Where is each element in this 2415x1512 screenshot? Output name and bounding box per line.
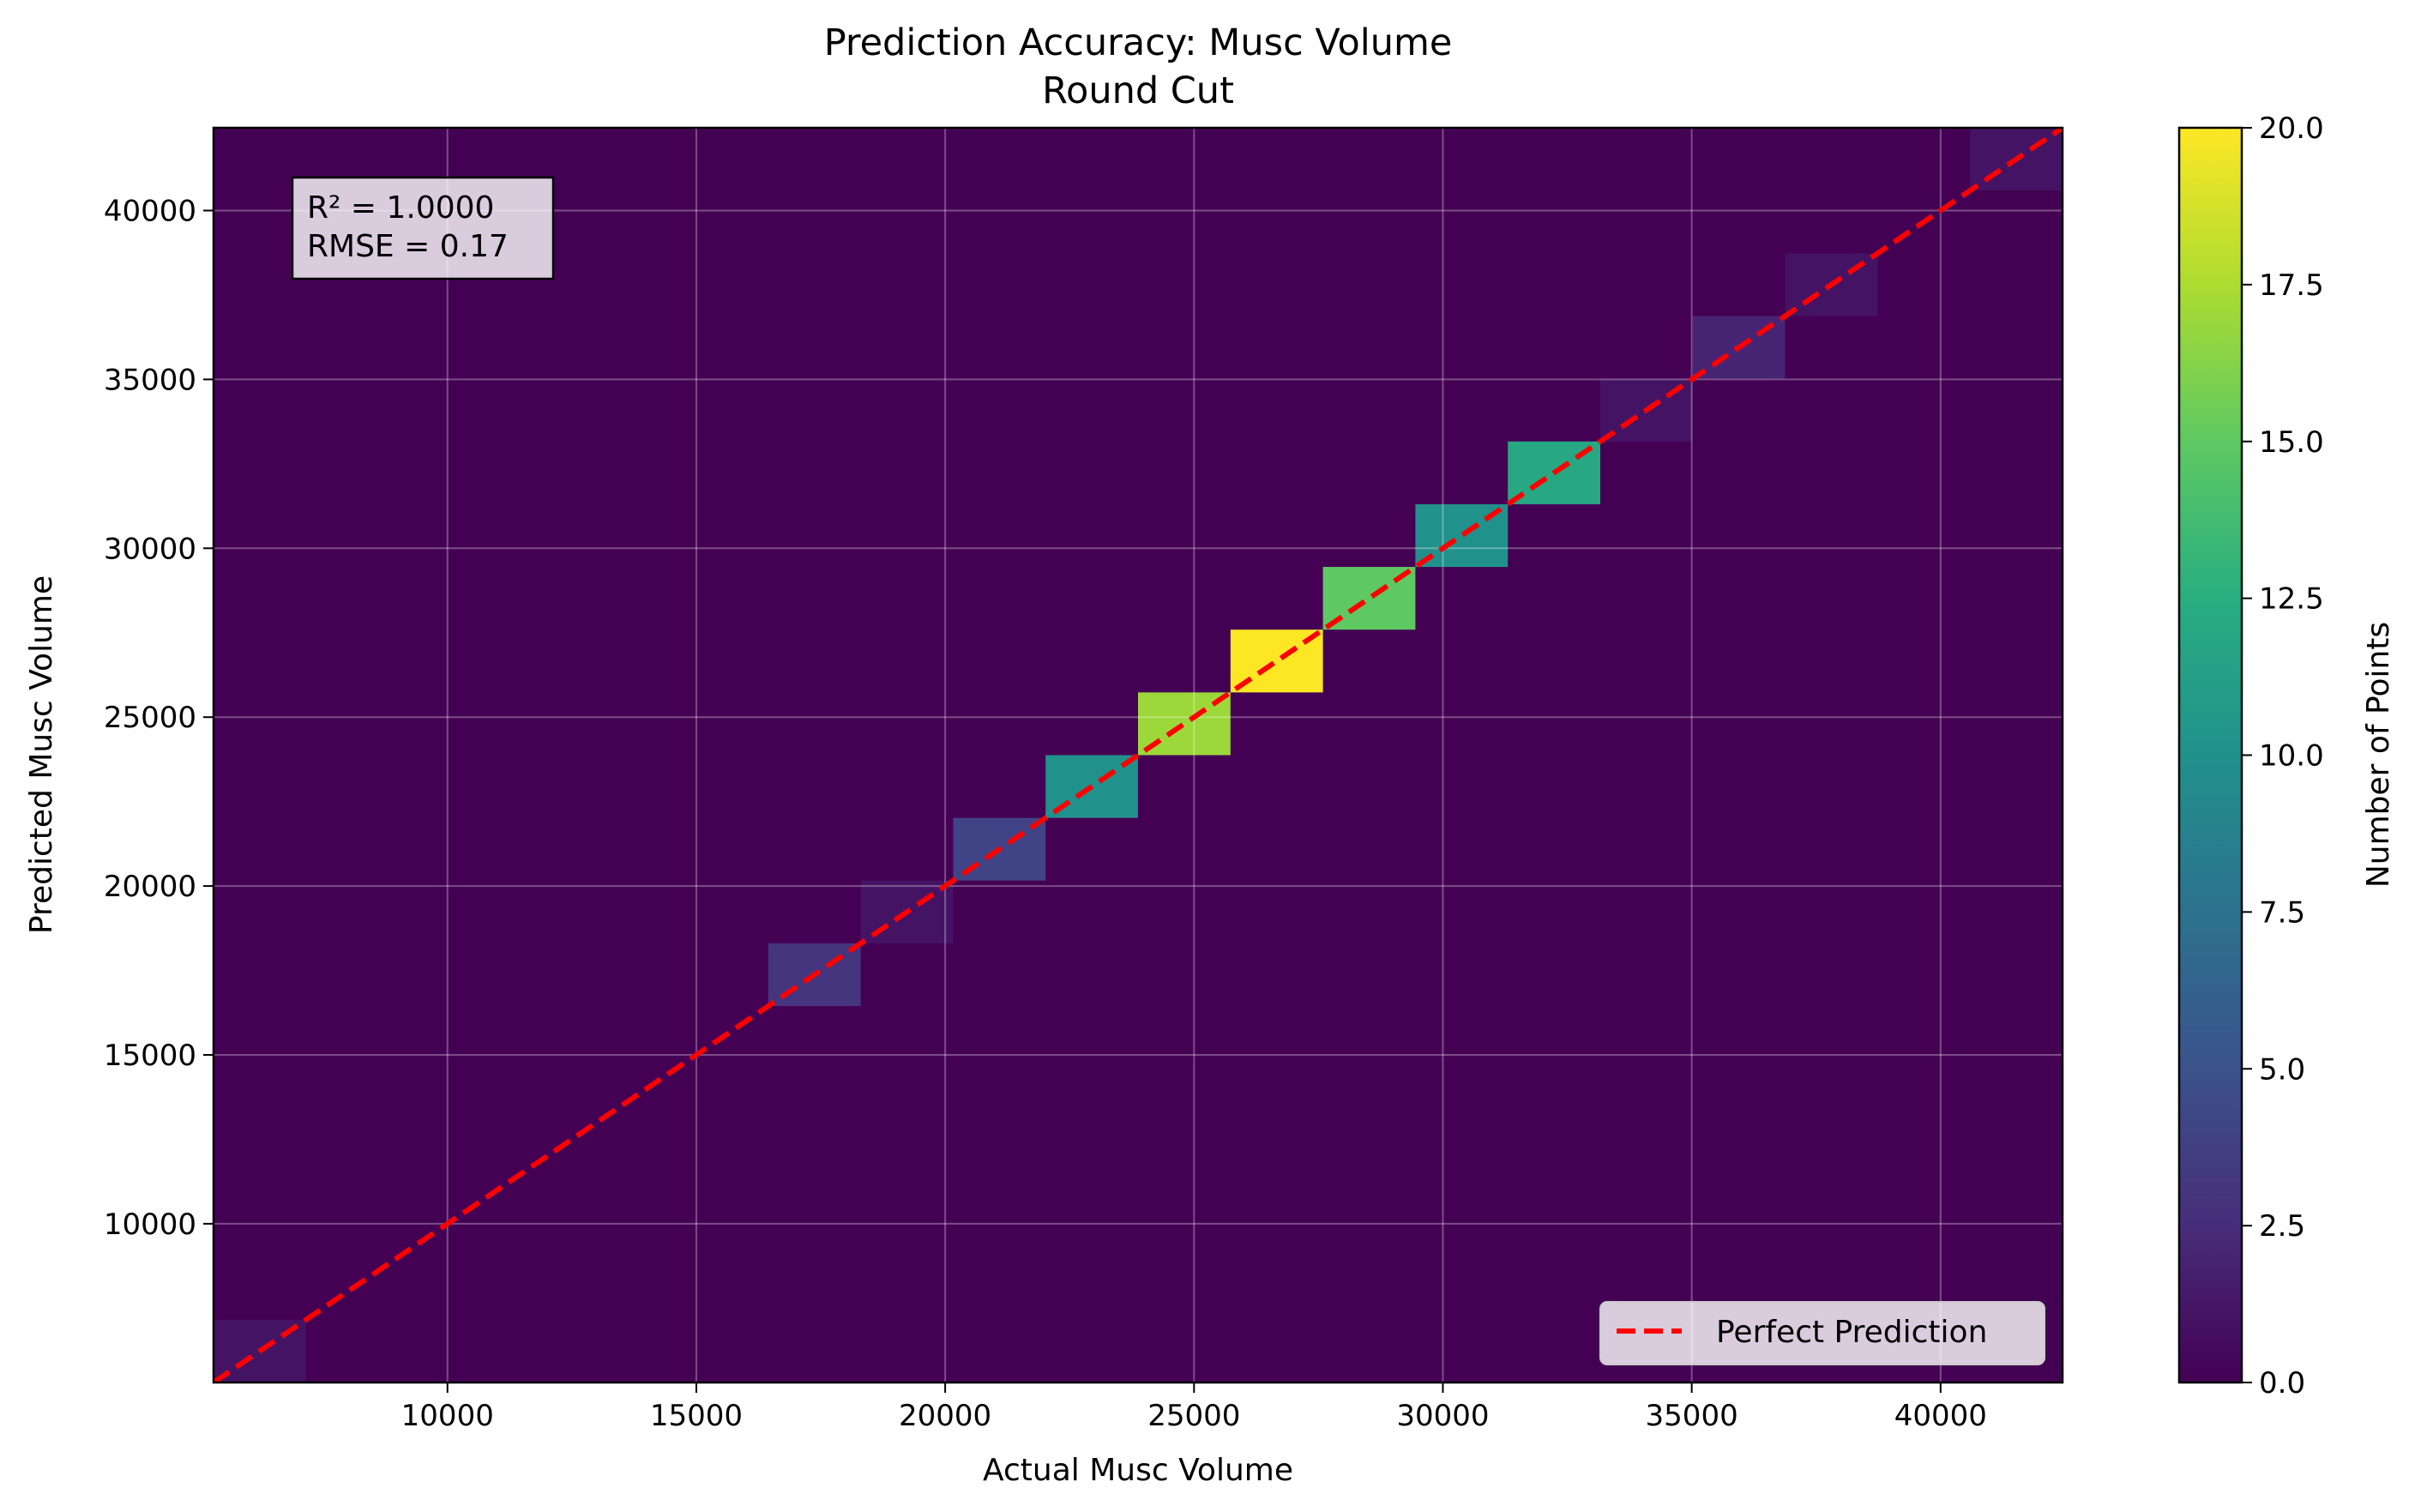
perfect-prediction-line (214, 128, 2063, 1382)
colorbar-tick-label: 2.5 (2259, 1209, 2305, 1244)
y-tick-label: 30000 (104, 532, 196, 566)
colorbar (2177, 126, 2243, 1384)
x-tick-label: 20000 (899, 1399, 991, 1433)
y-axis-ticks: 10000 15000 20000 25000 30000 35000 40000 (104, 194, 214, 1242)
legend: Perfect Prediction (1599, 1301, 2045, 1365)
x-tick-label: 40000 (1894, 1399, 1987, 1433)
stats-box-background (291, 176, 555, 280)
y-tick-label: 10000 (104, 1208, 196, 1242)
x-tick-label: 35000 (1646, 1399, 1738, 1433)
plot-frame (212, 126, 2064, 1384)
y-tick-label: 15000 (104, 1039, 196, 1073)
y-tick-label: 25000 (104, 701, 196, 735)
colorbar-tick-label: 12.5 (2259, 582, 2324, 617)
x-tick-label: 30000 (1396, 1399, 1489, 1433)
colorbar-tick-label: 10.0 (2259, 739, 2324, 774)
stats-rmse: RMSE = 0.17 (307, 229, 509, 264)
x-axis-label: Actual Musc Volume (983, 1453, 1293, 1488)
legend-background (1599, 1301, 2045, 1365)
grid-lines (214, 128, 2063, 1382)
chart-subtitle: Round Cut (1042, 69, 1234, 112)
y-tick-label: 40000 (104, 194, 196, 228)
colorbar-tick-label: 5.0 (2259, 1052, 2305, 1087)
colorbar-tick-label: 20.0 (2259, 111, 2324, 146)
colorbar-tick-label: 0.0 (2259, 1366, 2305, 1401)
x-axis-ticks: 10000 15000 20000 25000 30000 35000 40000 (401, 1382, 1987, 1433)
stats-r2: R² = 1.0000 (307, 190, 494, 226)
chart-title: Prediction Accuracy: Musc Volume (824, 21, 1453, 64)
y-tick-label: 35000 (104, 363, 196, 397)
x-tick-label: 25000 (1147, 1399, 1240, 1433)
reference-line-group (214, 128, 2063, 1382)
colorbar-tick-label: 7.5 (2259, 895, 2305, 930)
stats-box: R² = 1.0000 RMSE = 0.17 (291, 176, 555, 280)
x-tick-label: 10000 (401, 1399, 494, 1433)
colorbar-tick-label: 17.5 (2259, 268, 2324, 303)
colorbar-ticks: 0.0 2.5 5.0 7.5 10.0 12.5 15.0 17.5 20.0 (2242, 111, 2324, 1401)
x-tick-label: 15000 (650, 1399, 743, 1433)
colorbar-label: Number of Points (2361, 622, 2396, 888)
y-tick-label: 20000 (104, 870, 196, 904)
y-axis-label: Predicted Musc Volume (24, 575, 59, 934)
colorbar-tick-label: 15.0 (2259, 425, 2324, 460)
legend-label-perfect-prediction: Perfect Prediction (1716, 1315, 1987, 1350)
